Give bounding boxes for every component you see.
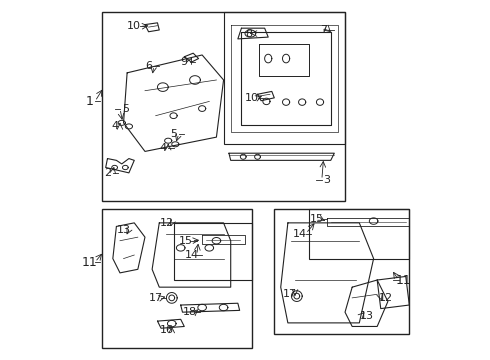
Bar — [102, 12, 345, 202]
Text: 4: 4 — [159, 143, 167, 153]
Text: 11: 11 — [396, 274, 412, 287]
Text: 2: 2 — [104, 168, 111, 178]
Text: 12: 12 — [159, 218, 173, 228]
Text: 11: 11 — [82, 256, 98, 269]
Text: 15: 15 — [179, 236, 193, 246]
Text: 1: 1 — [86, 95, 94, 108]
Text: 10: 10 — [245, 93, 259, 103]
Text: 17: 17 — [283, 289, 297, 299]
Text: 12: 12 — [379, 293, 393, 303]
Bar — [273, 208, 409, 334]
Text: 15: 15 — [310, 214, 323, 224]
Text: 10: 10 — [127, 21, 141, 31]
Text: 7: 7 — [320, 25, 327, 35]
Bar — [102, 208, 252, 348]
Text: 14: 14 — [294, 229, 307, 239]
Text: 5: 5 — [122, 104, 129, 113]
Text: 16: 16 — [159, 325, 173, 335]
Text: 17: 17 — [148, 293, 163, 303]
Text: 14: 14 — [184, 250, 198, 260]
Text: 3: 3 — [324, 175, 331, 185]
Text: 9: 9 — [181, 57, 188, 67]
Text: 4: 4 — [111, 121, 118, 131]
Bar — [309, 208, 409, 258]
Text: 13: 13 — [117, 225, 130, 235]
Text: 18: 18 — [183, 307, 196, 317]
Bar — [223, 12, 345, 144]
Text: 13: 13 — [360, 311, 373, 321]
Bar — [173, 223, 252, 280]
Text: 8: 8 — [245, 28, 252, 39]
Text: 5: 5 — [170, 129, 177, 139]
Text: 6: 6 — [145, 61, 152, 71]
